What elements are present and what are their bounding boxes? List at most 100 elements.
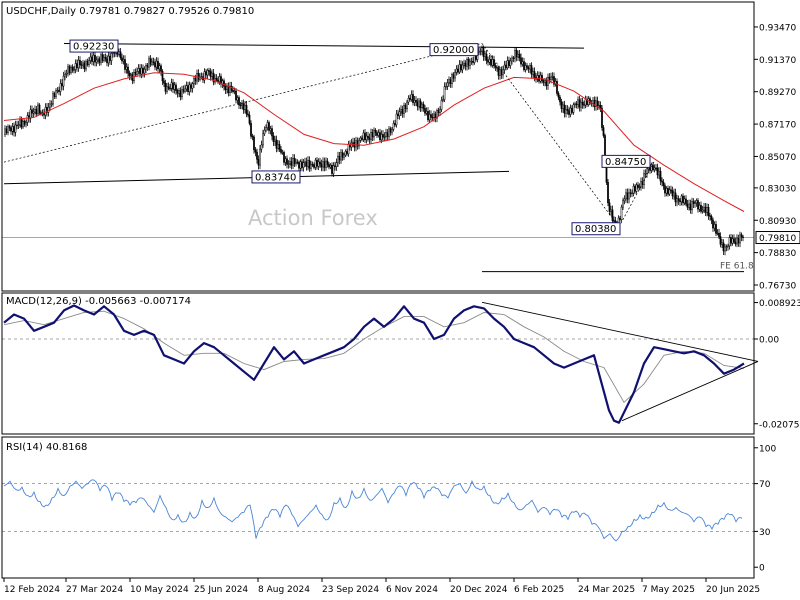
candle-body	[506, 60, 509, 69]
candle-body	[76, 63, 78, 68]
candle-body	[35, 109, 38, 115]
rsi-y-tick-label: 100	[759, 444, 776, 454]
macd-y-tick-label: 0.008923	[759, 299, 800, 309]
candle-body	[107, 55, 110, 64]
candle-body	[533, 71, 536, 78]
candle-body	[11, 126, 14, 132]
candle-body	[395, 113, 398, 126]
candle-body	[565, 109, 567, 114]
candle-body	[715, 224, 717, 234]
candle-body	[275, 139, 278, 149]
candle-body	[50, 103, 53, 105]
candle-body	[721, 242, 723, 245]
candle-body	[283, 152, 285, 163]
candle-body	[724, 246, 726, 252]
candle-body	[49, 103, 51, 108]
candle-body	[470, 60, 473, 63]
candle-body	[73, 69, 75, 71]
candle-body	[563, 104, 566, 114]
candle-body	[457, 68, 459, 73]
candle-body	[163, 80, 165, 84]
candle-body	[220, 76, 222, 85]
candle-body	[679, 200, 681, 203]
candle-body	[74, 63, 77, 70]
price-y-tick-label: 0.85070	[759, 153, 796, 163]
candle-body	[260, 144, 263, 150]
candle-body	[572, 104, 575, 113]
candle-body	[392, 123, 395, 130]
candle-body	[611, 209, 614, 221]
candle-body	[422, 103, 425, 109]
candle-body	[431, 116, 434, 119]
candle-body	[325, 160, 327, 168]
candle-body	[461, 64, 464, 71]
candle-body	[53, 93, 56, 97]
candle-body	[728, 237, 731, 247]
macd-signal-line	[3, 310, 745, 404]
candle-body	[581, 101, 584, 105]
candle-body	[97, 58, 99, 61]
candle-body	[619, 217, 621, 220]
candle-body	[292, 157, 294, 166]
candle-body	[508, 60, 510, 66]
candle-body	[362, 132, 365, 140]
candle-body	[28, 115, 30, 119]
macd-title: MACD(12,26,9) -0.005663 -0.007174	[6, 296, 191, 307]
candle-body	[536, 75, 539, 80]
candle-body	[238, 97, 240, 106]
candle-body	[374, 129, 377, 134]
candle-body	[299, 161, 302, 169]
candle-body	[13, 126, 15, 133]
candle-body	[725, 246, 728, 248]
candle-body	[332, 165, 335, 174]
candle-body	[32, 111, 35, 114]
candle-body	[244, 105, 246, 110]
candle-body	[367, 135, 369, 138]
candle-body	[83, 62, 86, 70]
candle-body	[212, 72, 215, 83]
candle-body	[235, 90, 237, 101]
candle-body	[658, 171, 660, 176]
candle-body	[280, 149, 282, 153]
candle-body	[428, 114, 431, 121]
candle-body	[580, 101, 582, 108]
candle-body	[437, 110, 440, 113]
candle-body	[418, 100, 420, 107]
candle-body	[479, 50, 482, 53]
candle-body	[25, 121, 27, 125]
candle-body	[121, 57, 123, 62]
moving-average-line	[3, 72, 745, 212]
candle-body	[430, 114, 432, 118]
candle-body	[296, 161, 299, 164]
candle-body	[250, 123, 252, 137]
candle-body	[143, 68, 146, 74]
candle-body	[410, 94, 413, 100]
candle-body	[38, 104, 41, 114]
macd-panel	[2, 301, 759, 424]
candle-body	[295, 161, 297, 165]
candle-body	[740, 234, 743, 238]
macd-main-line	[3, 304, 745, 424]
candle-body	[548, 76, 551, 80]
candle-body	[530, 65, 533, 75]
candle-body	[733, 238, 735, 243]
candle-body	[661, 180, 663, 183]
candle-body	[346, 151, 348, 155]
candle-body	[211, 72, 213, 77]
candle-body	[52, 93, 54, 105]
candle-body	[368, 137, 371, 140]
candle-body	[434, 113, 437, 119]
price-y-tick-label: 0.78830	[759, 249, 796, 259]
candle-body	[166, 86, 168, 92]
candle-body	[85, 61, 87, 70]
candle-body	[118, 51, 120, 55]
candle-body	[224, 86, 227, 90]
candle-body	[701, 209, 704, 212]
candle-body	[361, 137, 363, 140]
candle-body	[82, 62, 84, 66]
candle-body	[542, 80, 545, 83]
candle-body	[451, 74, 453, 84]
candle-body	[680, 195, 683, 203]
price-annotation-box	[601, 154, 651, 168]
candle-body	[509, 60, 512, 66]
